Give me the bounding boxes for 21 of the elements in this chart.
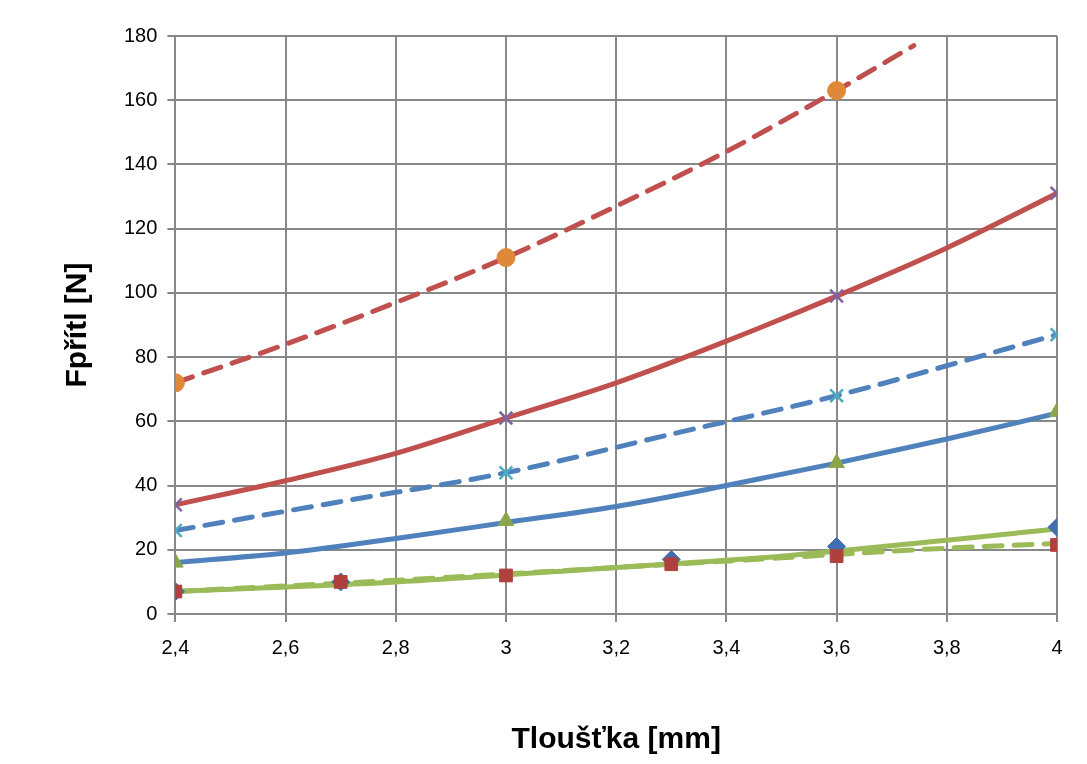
y-tick-label: 80 [135, 344, 158, 367]
y-tick-label: 140 [123, 151, 158, 174]
x-tick-label: 3,8 [932, 635, 961, 658]
x-tick-label: 3,6 [822, 635, 851, 658]
y-tick-label: 0 [146, 601, 158, 624]
y-tick-label: 100 [123, 280, 158, 303]
x-tick-label: 2,4 [161, 635, 190, 658]
x-tick-label: 3 [500, 635, 512, 658]
x-tick-label: 2,6 [271, 635, 300, 658]
y-tick-label: 120 [123, 216, 158, 239]
y-tick-label: 40 [135, 473, 158, 496]
y-axis-title: Fpřítl [N] [59, 262, 93, 388]
y-tick-label: 60 [135, 408, 158, 431]
y-tick-label: 160 [123, 87, 158, 110]
x-axis-title: Tloušťka [mm] [511, 721, 721, 755]
x-tick-label: 3,2 [602, 635, 631, 658]
y-tick-label: 20 [135, 537, 158, 560]
x-tick-label: 4 [1051, 635, 1063, 658]
x-tick-label: 2,8 [381, 635, 410, 658]
x-tick-label: 3,4 [712, 635, 741, 658]
y-tick-label: 180 [123, 23, 158, 46]
